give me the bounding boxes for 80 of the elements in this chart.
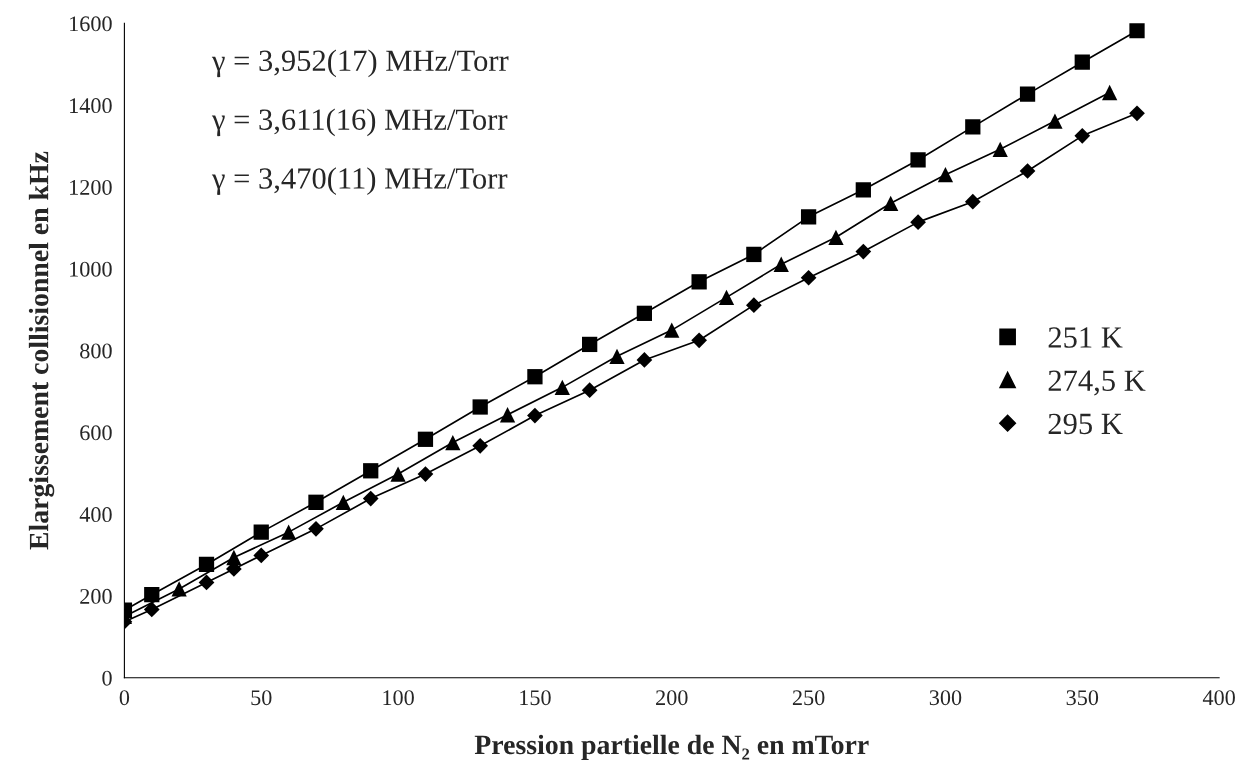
x-axis-title: Pression partielle de N₂ en mTorr xyxy=(474,734,869,760)
point xyxy=(965,119,981,135)
point xyxy=(773,256,789,272)
x-tick-label: 0 xyxy=(119,690,130,706)
point xyxy=(390,466,406,482)
point xyxy=(1102,84,1118,101)
point xyxy=(691,332,707,349)
y-tick-label: 0 xyxy=(102,670,112,686)
point xyxy=(335,494,351,510)
point xyxy=(746,246,762,263)
x-tick-label: 150 xyxy=(520,690,551,706)
point xyxy=(964,193,981,210)
x-tick-label: 350 xyxy=(1066,690,1099,706)
point xyxy=(253,524,269,540)
y-tick-label: 1400 xyxy=(70,98,112,114)
y-axis-title: Elargissement collisionnel en kHz xyxy=(28,151,55,550)
point xyxy=(1129,23,1145,39)
point xyxy=(198,556,215,573)
point xyxy=(308,494,324,510)
point xyxy=(581,382,598,399)
y-tick-label: 1600 xyxy=(70,16,112,32)
x-tick-label: 100 xyxy=(383,690,414,706)
point xyxy=(800,269,817,286)
point xyxy=(253,547,270,564)
y-tick-label: 600 xyxy=(80,425,112,441)
y-tick-label: 1000 xyxy=(70,261,112,277)
point xyxy=(1074,54,1090,70)
legend-label: 251 K xyxy=(1048,327,1123,348)
point xyxy=(664,322,680,338)
point xyxy=(527,407,543,424)
x-tick-label: 400 xyxy=(1202,690,1235,706)
point xyxy=(910,152,926,168)
x-tick-label: 300 xyxy=(929,690,962,706)
point xyxy=(691,274,707,290)
point xyxy=(1129,105,1145,122)
point xyxy=(609,348,625,364)
y-tick-label: 200 xyxy=(80,588,112,604)
point xyxy=(718,289,735,306)
legend-label: 274,5 K xyxy=(1048,370,1146,396)
y-tick-label: 1200 xyxy=(70,179,112,195)
point xyxy=(582,336,598,353)
point xyxy=(417,431,434,447)
point xyxy=(554,379,570,395)
point xyxy=(636,352,653,368)
y-tick-label: 800 xyxy=(80,343,112,359)
point xyxy=(472,437,489,454)
point xyxy=(883,195,899,211)
point xyxy=(472,399,488,415)
point xyxy=(280,524,297,540)
x-tick-label: 200 xyxy=(656,690,688,706)
annotation: γ = 3,611(16) MHz/Torr xyxy=(211,108,508,137)
point xyxy=(363,463,379,479)
point xyxy=(636,305,653,321)
point xyxy=(1019,86,1036,102)
point xyxy=(1019,163,1036,179)
point xyxy=(910,214,926,230)
y-tick-label: 400 xyxy=(79,507,112,523)
point xyxy=(828,229,844,245)
point xyxy=(855,243,872,260)
point xyxy=(362,490,379,507)
x-tick-label: 250 xyxy=(792,690,825,706)
point xyxy=(143,601,160,618)
point xyxy=(937,167,954,183)
annotation: γ = 3,952(17) MHz/Torr xyxy=(211,49,509,78)
point xyxy=(144,587,160,603)
point xyxy=(855,182,871,198)
point xyxy=(308,521,324,537)
point xyxy=(499,407,516,423)
point xyxy=(1047,113,1063,129)
annotation: γ = 3,470(11) MHz/Torr xyxy=(211,167,508,196)
point xyxy=(746,297,762,314)
x-tick-label: 50 xyxy=(251,690,272,706)
point xyxy=(417,466,434,482)
point xyxy=(527,369,543,385)
point xyxy=(1074,127,1091,144)
point xyxy=(445,434,461,451)
point xyxy=(198,574,215,591)
legend-label: 295 K xyxy=(1048,413,1123,435)
point xyxy=(992,141,1008,157)
point xyxy=(800,209,817,225)
